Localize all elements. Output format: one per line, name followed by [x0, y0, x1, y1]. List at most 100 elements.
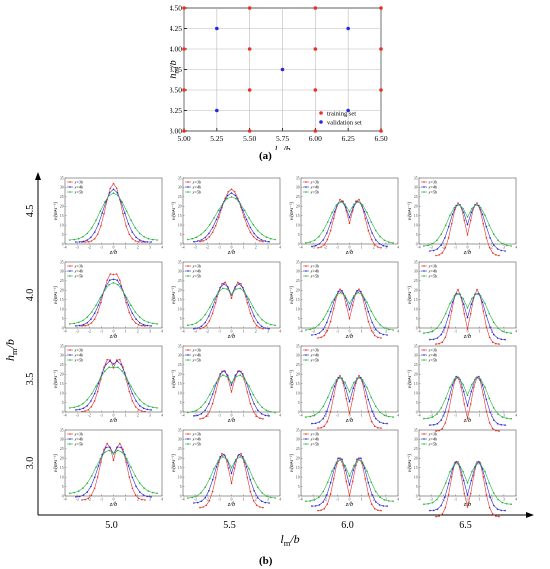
- data-point: [348, 318, 351, 320]
- data-point: [342, 464, 345, 467]
- data-point: [96, 311, 99, 314]
- data-point: [99, 377, 102, 379]
- data-point: [204, 229, 207, 232]
- data-point: [84, 410, 86, 412]
- data-point: [252, 306, 255, 309]
- panel-x-tick-label: 3: [149, 498, 151, 502]
- data-point: [466, 328, 469, 330]
- velocity-profile-grid-chart: hm/b lm/b 5.0 5.5 6.0 6.5 4.5 4.0 3.5 3.0 -4 -3 -2 -1…: [3, 172, 534, 548]
- legend-marker: [187, 443, 189, 445]
- data-point: [191, 411, 193, 413]
- data-point: [69, 492, 71, 495]
- data-point: [339, 288, 341, 290]
- data-point: [208, 224, 211, 226]
- data-point: [221, 452, 223, 455]
- legend-marker: [423, 181, 425, 183]
- panel-y-tick-label: 30: [296, 270, 300, 274]
- data-point: [93, 238, 96, 240]
- data-point: [256, 313, 259, 316]
- data-point: [119, 358, 121, 361]
- data-point: [86, 316, 89, 318]
- data-point: [235, 197, 237, 200]
- training-point: [247, 47, 252, 51]
- data-point: [341, 458, 343, 461]
- panel-y-tick-label: 0: [416, 410, 418, 414]
- data-point: [462, 390, 465, 393]
- data-point: [382, 422, 385, 425]
- data-point: [117, 283, 119, 286]
- data-point: [234, 374, 237, 377]
- data-point: [345, 480, 348, 483]
- data-point: [103, 212, 105, 215]
- data-point: [305, 329, 307, 331]
- panel-y-tick-label: 30: [178, 438, 182, 442]
- panel-x-tick-label: -2: [442, 498, 445, 502]
- data-point: [146, 241, 149, 243]
- data-point: [222, 374, 224, 376]
- data-point: [427, 417, 430, 420]
- data-point: [217, 291, 220, 293]
- data-point: [427, 503, 430, 505]
- data-point: [219, 455, 221, 458]
- data-point: [341, 289, 343, 292]
- data-point: [436, 508, 439, 511]
- data-point: [436, 498, 438, 501]
- panel-y-tick-label: 35: [296, 344, 300, 348]
- data-point: [373, 425, 376, 427]
- panel-x-tick-label: 2: [255, 246, 257, 250]
- data-point: [219, 373, 221, 375]
- data-point: [143, 319, 145, 322]
- data-point: [213, 217, 215, 219]
- data-point: [331, 386, 333, 389]
- panel-x-tick-label: -4: [300, 246, 303, 250]
- legend-label: x=4b: [310, 436, 319, 441]
- data-point: [436, 239, 438, 242]
- panel-x-tick-label: 2: [491, 330, 493, 334]
- panel-y-tick-label: 30: [178, 186, 182, 190]
- series-line-x=5b: [69, 450, 158, 494]
- panel-x-tick-label: 3: [385, 246, 387, 250]
- data-point: [323, 507, 326, 510]
- data-point: [309, 500, 312, 502]
- data-point: [75, 241, 77, 243]
- data-point: [447, 482, 450, 485]
- data-point: [268, 415, 270, 417]
- panel-y-tick-label: 0: [416, 326, 418, 330]
- data-point: [444, 482, 447, 484]
- data-point: [481, 468, 484, 470]
- data-point: [211, 402, 214, 405]
- panel-y-tick-label: 15: [296, 298, 300, 302]
- data-point: [475, 204, 478, 206]
- data-point: [106, 358, 108, 361]
- data-point: [82, 323, 85, 326]
- legend-label: x=4b: [74, 436, 83, 441]
- data-point: [208, 320, 211, 322]
- panel-y-tick-label: 35: [60, 344, 64, 348]
- data-point: [211, 231, 214, 234]
- validation-point: [346, 26, 350, 31]
- panel-x-tick-label: -4: [300, 414, 303, 418]
- data-point: [489, 237, 491, 239]
- legend-label: x=5b: [192, 273, 201, 278]
- legend-label: x=5b: [74, 273, 83, 278]
- data-point: [230, 192, 233, 194]
- data-point: [438, 254, 440, 256]
- data-point: [495, 342, 497, 345]
- data-point: [205, 324, 208, 327]
- panel-x-tick-label: 4: [397, 246, 399, 250]
- data-point: [86, 239, 88, 241]
- data-point: [344, 464, 346, 467]
- data-point: [444, 506, 447, 509]
- data-point: [353, 381, 355, 384]
- data-point: [268, 240, 270, 243]
- panel-x-tick-label: 0: [467, 498, 469, 502]
- data-point: [364, 217, 367, 220]
- panel-y-tick-label: 0: [180, 410, 182, 414]
- data-point: [90, 475, 93, 477]
- data-point: [204, 497, 206, 499]
- panel-y-tick-label: 25: [178, 447, 182, 451]
- panel-y-tick-label: 5: [298, 317, 300, 321]
- legend-marker: [69, 433, 71, 435]
- data-point: [377, 336, 379, 339]
- data-point: [360, 290, 362, 293]
